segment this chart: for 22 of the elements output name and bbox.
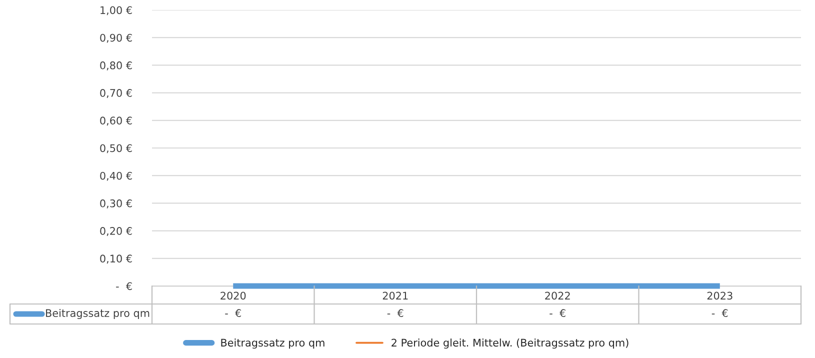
data-label: - €: [225, 309, 241, 318]
legend-label: 2 Periode gleit. Mittelw. (Beitragssatz pro qm): [392, 338, 628, 349]
x-tick-label: 2020: [220, 292, 246, 300]
y-tick-label: 0,60 €: [100, 116, 132, 126]
y-tick-label: 0,10 €: [100, 254, 132, 264]
x-tick-label: 2023: [707, 292, 732, 300]
y-tick-label: - €: [116, 282, 132, 290]
y-tick-label: 0,30 €: [100, 199, 132, 208]
data-label: - €: [550, 309, 566, 318]
x-tick-label: 2021: [382, 292, 408, 300]
y-tick-label: 0,20 €: [100, 227, 132, 236]
text: Beitragssatz pro qm: [46, 308, 150, 320]
data-label: - €: [712, 309, 728, 318]
legend-label: Beitragssatz pro qm: [221, 338, 324, 349]
y-tick-label: 0,80 €: [100, 61, 132, 70]
y-tick-label: 0,40 €: [100, 172, 132, 181]
y-tick-label: 0,70 €: [100, 89, 132, 98]
data-label: - €: [387, 309, 404, 318]
y-tick-label: 0,90 €: [100, 34, 132, 43]
x-tick-label: 2022: [545, 292, 570, 300]
y-tick-label: 0,50 €: [100, 144, 132, 154]
y-tick-label: 1,00 €: [100, 6, 132, 16]
